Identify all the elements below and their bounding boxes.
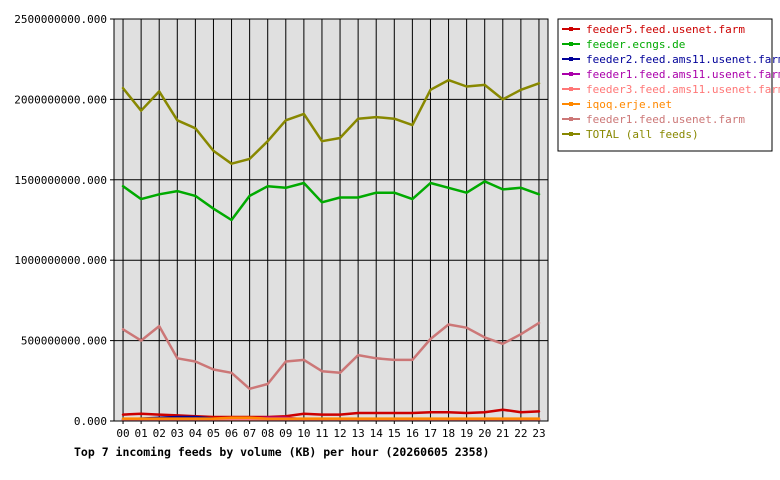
x-tick-label: 08 bbox=[261, 427, 274, 440]
x-tick-label: 04 bbox=[189, 427, 203, 440]
legend-marker bbox=[569, 72, 573, 76]
x-tick-label: 22 bbox=[514, 427, 527, 440]
legend-box bbox=[557, 18, 773, 152]
legend-label: feeder5.feed.usenet.farm bbox=[586, 23, 745, 36]
legend-label: feeder1.feed.ams11.usenet.farm bbox=[586, 68, 780, 81]
x-tick-label: 16 bbox=[406, 427, 419, 440]
y-axis-ticks: 0.000 500000000.000 1000000000.000 15000000… bbox=[14, 13, 114, 428]
x-tick-label: 11 bbox=[315, 427, 328, 440]
y-tick-label: 0.000 bbox=[74, 415, 107, 428]
series-line-7 bbox=[121, 78, 541, 165]
x-tick-label: 23 bbox=[532, 427, 545, 440]
legend-label: feeder.ecngs.de bbox=[586, 38, 685, 51]
legend-label: TOTAL (all feeds) bbox=[586, 128, 699, 141]
legend-label: feeder1.feed.usenet.farm bbox=[586, 113, 745, 126]
y-tick-label: 2500000000.000 bbox=[14, 13, 107, 26]
x-tick-label: 02 bbox=[153, 427, 166, 440]
x-tick-label: 09 bbox=[279, 427, 292, 440]
y-tick-label: 2000000000.000 bbox=[14, 93, 107, 106]
legend-marker bbox=[569, 42, 573, 46]
x-tick-label: 07 bbox=[243, 427, 256, 440]
x-tick-label: 14 bbox=[370, 427, 384, 440]
x-tick-label: 01 bbox=[135, 427, 148, 440]
x-axis-ticks: 00 01 02 03 04 05 06 07 08 09 10 11 12 13 14 15 16 17 18 19… bbox=[116, 421, 546, 440]
legend-marker bbox=[569, 132, 573, 136]
legend-marker bbox=[569, 102, 573, 106]
x-tick-label: 18 bbox=[442, 427, 455, 440]
x-tick-label: 10 bbox=[297, 427, 310, 440]
x-tick-label: 00 bbox=[116, 427, 129, 440]
x-tick-label: 21 bbox=[496, 427, 509, 440]
x-tick-label: 06 bbox=[225, 427, 238, 440]
y-tick-label: 1000000000.000 bbox=[14, 254, 107, 267]
legend-label: feeder3.feed.ams11.usenet.farm bbox=[586, 83, 780, 96]
x-tick-label: 03 bbox=[171, 427, 184, 440]
series-line-1 bbox=[121, 180, 541, 222]
legend-marker bbox=[569, 57, 573, 61]
x-tick-label: 13 bbox=[352, 427, 365, 440]
x-tick-label: 17 bbox=[424, 427, 437, 440]
legend-marker bbox=[569, 117, 573, 121]
x-tick-label: 15 bbox=[388, 427, 401, 440]
x-tick-label: 05 bbox=[207, 427, 220, 440]
series-lines bbox=[121, 78, 541, 422]
legend-marker bbox=[569, 87, 573, 91]
plot-frame bbox=[113, 18, 549, 422]
x-tick-label: 12 bbox=[333, 427, 346, 440]
series-line-6 bbox=[121, 321, 541, 391]
x-tick-label: 20 bbox=[478, 427, 491, 440]
legend: feeder5.feed.usenet.farm feeder.ecngs.de f… bbox=[557, 18, 780, 152]
y-tick-label: 500000000.000 bbox=[21, 335, 107, 348]
plot-area bbox=[114, 19, 548, 421]
legend-label: feeder2.feed.ams11.usenet.farm bbox=[586, 53, 780, 66]
chart-title: Top 7 incoming feeds by volume (KB) per … bbox=[74, 445, 489, 459]
legend-label: iqoq.erje.net bbox=[586, 98, 672, 111]
x-tick-label: 19 bbox=[460, 427, 473, 440]
y-tick-label: 1500000000.000 bbox=[14, 174, 107, 187]
legend-marker bbox=[569, 27, 573, 31]
series-line-5 bbox=[121, 416, 541, 420]
